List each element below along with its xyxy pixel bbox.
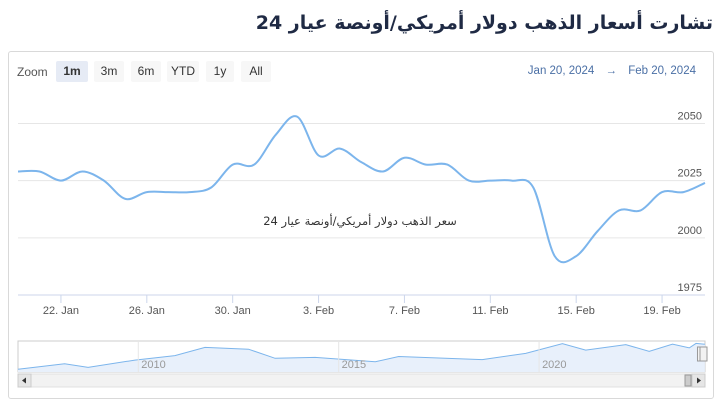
data-point [467,179,471,183]
zoom-all-button[interactable]: All [241,61,271,82]
zoom-3m-button[interactable]: 3m [94,61,124,82]
data-point [16,169,20,173]
zoom-1y-button[interactable]: 1y [206,61,234,82]
x-tick-label: 11. Feb [472,305,509,317]
data-point [209,185,213,189]
data-point [596,229,600,233]
x-tick-label: 15. Feb [558,305,595,317]
x-tick-label: 26. Jan [129,305,165,317]
x-tick-label: 30. Jan [215,305,251,317]
data-point [445,163,449,167]
data-point [531,185,535,189]
data-point [80,169,84,173]
x-tick-label: 19. Feb [643,305,680,317]
page-title: تشارت أسعار الذهب دولار أمريكي/أونصة عيا… [255,12,713,34]
date-range[interactable]: Jan 20, 2024 → Feb 20, 2024 [524,65,700,77]
data-point [123,197,127,201]
data-point [381,169,385,173]
data-point [166,190,170,194]
data-point [703,181,707,185]
navigator-handle-right [699,346,708,362]
x-tick-label: 22. Jan [43,305,79,317]
data-point [574,254,578,258]
data-point [660,190,664,194]
data-point [317,153,321,157]
data-point [338,147,342,151]
series-label: سعر الذهب دولار أمريكي/أونصة عيار 24 [263,213,457,229]
y-tick-label: 2000 [678,225,702,237]
navigator-year-label: 2020 [542,359,566,371]
data-point [510,179,514,183]
data-point [295,115,299,119]
data-point [252,163,256,167]
data-point [639,208,643,212]
price-series-line [17,115,706,264]
y-tick-label: 2025 [678,168,702,180]
data-point [102,179,106,183]
data-point [617,208,621,212]
zoom-ytd-button[interactable]: YTD [167,61,199,82]
data-point [37,169,41,173]
data-point [145,190,149,194]
x-tick-label: 3. Feb [303,305,334,317]
y-tick-label: 2050 [678,110,702,122]
data-point [553,254,557,258]
scrollbar-track [17,373,706,388]
data-point [424,163,428,167]
data-point [360,160,364,164]
navigator-year-label: 2015 [342,359,366,371]
data-point [188,190,192,194]
navigator-area [18,343,705,372]
zoom-6m-button[interactable]: 6m [131,61,161,82]
range-arrow: → [605,65,618,77]
data-point [488,179,492,183]
navigator-year-label: 2010 [141,359,165,371]
zoom-1m-button[interactable]: 1m [56,61,88,82]
x-tick-label: 7. Feb [389,305,420,317]
y-tick-label: 1975 [678,282,702,294]
range-from[interactable]: Jan 20, 2024 [527,65,595,77]
data-point [59,179,63,183]
navigator-line [17,342,705,370]
data-point [231,163,235,167]
scrollbar-thumb [684,374,692,387]
range-to[interactable]: Feb 20, 2024 [628,65,696,77]
zoom-label: Zoom [17,65,48,79]
data-point [402,156,406,160]
scroll-left-arrow-icon [22,377,26,384]
scroll-right-arrow-icon [697,377,701,384]
data-point [274,133,278,137]
data-point [682,190,686,194]
